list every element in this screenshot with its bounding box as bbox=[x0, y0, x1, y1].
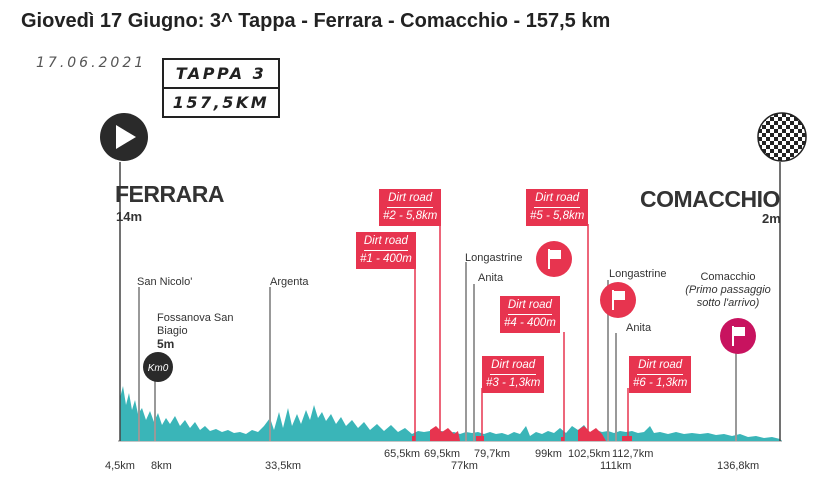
waypoint-label-anita-1: Anita bbox=[478, 272, 504, 284]
dirt-road-label-6: Dirt road bbox=[638, 359, 683, 371]
dirt-segment-3 bbox=[476, 436, 484, 441]
km-label-longastrine-1: 77km bbox=[451, 460, 478, 472]
dirt-road-box-5: Dirt road #5 - 5,8km bbox=[526, 189, 589, 226]
dirt-segment-5 bbox=[578, 426, 606, 441]
waypoint-label-comacchio: Comacchio (Primo passaggio sotto l'arriv… bbox=[672, 271, 784, 310]
waypoint-label-fossanova: Fossanova San Biagio 5m bbox=[157, 312, 233, 351]
stage-distance: 157,5KM bbox=[164, 87, 278, 116]
km-label-dirt-3: 79,7km bbox=[474, 448, 511, 460]
dirt-segment-6 bbox=[622, 436, 632, 441]
page-title: Giovedì 17 Giugno: 3^ Tappa - Ferrara - … bbox=[21, 10, 611, 32]
stage-name: TAPPA 3 bbox=[175, 64, 267, 83]
km0-badge-icon: Km0 bbox=[143, 352, 173, 382]
dirt-road-detail-6: #6 - 1,3km bbox=[633, 377, 688, 389]
km-label-longastrine-2: 111km bbox=[600, 460, 632, 472]
waypoint-label-comacchio-line3: sotto l'arrivo) bbox=[696, 297, 760, 309]
stage-date: 17.06.2021 bbox=[36, 55, 147, 71]
start-altitude: 14m bbox=[116, 209, 143, 224]
waypoint-label-comacchio-line1: Comacchio bbox=[700, 271, 756, 283]
waypoint-label-longastrine-2: Longastrine bbox=[609, 268, 667, 280]
dirt-road-label-4: Dirt road bbox=[507, 299, 552, 311]
dirt-road-box-1: Dirt road #1 - 400m bbox=[356, 232, 416, 269]
waypoint-label-fossanova-line1: Fossanova San bbox=[157, 312, 234, 324]
dirt-road-box-2: Dirt road #2 - 5,8km bbox=[379, 189, 442, 226]
flag-icon-2 bbox=[600, 282, 636, 318]
dirt-road-box-4: Dirt road #4 - 400m bbox=[500, 296, 560, 333]
km-label-dirt-5: 102,5km bbox=[568, 448, 611, 460]
km-label-comacchio: 136,8km bbox=[717, 460, 760, 472]
finish-city: COMACCHIO bbox=[640, 186, 780, 212]
dirt-road-box-3: Dirt road #3 - 1,3km bbox=[482, 356, 545, 393]
waypoint-label-argenta: Argenta bbox=[270, 276, 309, 288]
dirt-segment-2 bbox=[430, 426, 460, 441]
km-label-start: 4,5km bbox=[105, 460, 135, 472]
waypoint-label-anita-2: Anita bbox=[626, 322, 652, 334]
dirt-road-box-6: Dirt road #6 - 1,3km bbox=[629, 356, 692, 393]
start-city: FERRARA bbox=[115, 181, 224, 207]
dirt-road-detail-3: #3 - 1,3km bbox=[486, 377, 541, 389]
flag-icon-finish bbox=[720, 318, 756, 354]
km-label-san-nicolo: 8km bbox=[151, 460, 172, 472]
km-label-dirt-1: 65,5km bbox=[384, 448, 421, 460]
dirt-road-detail-1: #1 - 400m bbox=[360, 253, 412, 265]
elevation-area bbox=[120, 386, 782, 441]
km-label-dirt-2: 69,5km bbox=[424, 448, 461, 460]
dirt-road-detail-2: #2 - 5,8km bbox=[383, 210, 438, 222]
waypoint-label-comacchio-line2: (Primo passaggio bbox=[685, 284, 771, 296]
checkered-flag-icon bbox=[757, 112, 807, 162]
waypoint-label-san-nicolo: San Nicolo' bbox=[137, 276, 193, 288]
svg-text:Km0: Km0 bbox=[148, 363, 169, 374]
dirt-road-label-2: Dirt road bbox=[388, 192, 433, 204]
dirt-road-label-1: Dirt road bbox=[363, 235, 408, 247]
stage-box: TAPPA 3 157,5KM bbox=[162, 58, 280, 118]
flag-icon-1 bbox=[536, 241, 572, 277]
play-icon bbox=[100, 113, 148, 161]
dirt-road-detail-5: #5 - 5,8km bbox=[530, 210, 585, 222]
dirt-segments bbox=[412, 426, 632, 441]
dirt-road-label-3: Dirt road bbox=[491, 359, 536, 371]
dirt-road-label-5: Dirt road bbox=[535, 192, 580, 204]
finish-altitude: 2m bbox=[762, 211, 781, 226]
dirt-road-detail-4: #4 - 400m bbox=[504, 317, 556, 329]
km-label-dirt-4: 99km bbox=[535, 448, 562, 460]
waypoint-altitude-fossanova: 5m bbox=[157, 337, 175, 351]
dirt-segment-4 bbox=[561, 437, 564, 441]
km-label-dirt-6: 112,7km bbox=[612, 448, 654, 460]
km-label-argenta: 33,5km bbox=[265, 460, 302, 472]
waypoint-label-longastrine-1: Longastrine bbox=[465, 252, 523, 264]
waypoint-label-fossanova-line2: Biagio bbox=[157, 325, 188, 337]
dirt-segment-1 bbox=[412, 436, 415, 441]
